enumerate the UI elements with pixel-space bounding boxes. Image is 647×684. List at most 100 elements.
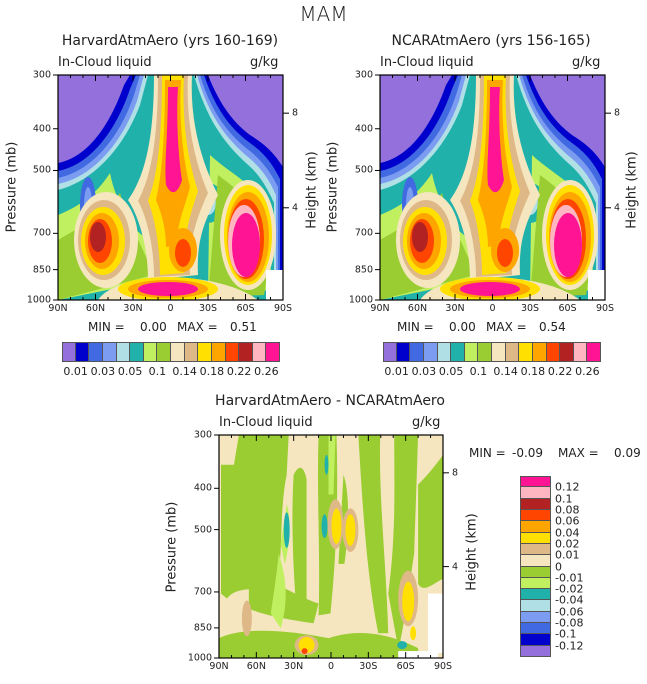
- x-tick-label: 90S: [595, 303, 615, 314]
- y-tick-label: 400: [354, 123, 373, 135]
- colorbar-label: 0.02: [555, 537, 580, 551]
- y-tick-label: 700: [354, 227, 373, 239]
- panel3-ylabel: Pressure (mb): [164, 501, 180, 593]
- panel2-min-label: MIN =: [397, 320, 434, 334]
- colorbar-swatch: [451, 342, 465, 362]
- colorbar-swatch: [520, 623, 551, 635]
- x-tick-label: 90N: [209, 661, 229, 672]
- x-tick-label: 60N: [85, 303, 106, 314]
- y-right-tick-label: 8: [292, 107, 299, 119]
- colorbar-swatch: [520, 611, 551, 624]
- colorbar-swatch: [520, 521, 551, 533]
- colorbar-swatch: [75, 342, 90, 362]
- panel1-ylabel: Pressure (mb): [4, 141, 20, 233]
- colorbar-swatch: [478, 342, 492, 362]
- panel2-colorbar: 0.01 0.03 0.05 0.1 0.14 0.18 0.22 0.26: [383, 342, 601, 378]
- colorbar-label: 0.14: [172, 365, 197, 378]
- colorbar-swatch: [383, 342, 397, 362]
- colorbar-swatch: [225, 342, 240, 362]
- colorbar-swatch: [520, 566, 551, 578]
- x-tick-label: 30N: [123, 303, 143, 314]
- y-tick-label: 850: [32, 264, 51, 276]
- y-tick-label: 850: [354, 264, 373, 276]
- panel2-variable: In-Cloud liquid: [380, 55, 474, 70]
- x-tick-label: 60N: [407, 303, 428, 314]
- colorbar-label: -0.12: [555, 639, 584, 653]
- colorbar-swatch: [505, 342, 520, 362]
- colorbar-swatch: [520, 509, 551, 522]
- colorbar-swatch: [437, 342, 452, 362]
- panel3-min-label: MIN =: [469, 446, 506, 460]
- x-tick-label: 30S: [359, 661, 378, 672]
- colorbar-swatch: [396, 342, 411, 362]
- colorbar-label: 0.04: [555, 526, 580, 540]
- colorbar-label: -0.01: [555, 571, 584, 585]
- panel1-ylabel-right: Height (km): [304, 151, 320, 229]
- y-right-tick-label: 8: [452, 467, 459, 479]
- colorbar-swatch: [520, 577, 551, 590]
- colorbar-label: -0.1: [555, 627, 577, 641]
- colorbar-swatch: [198, 342, 212, 362]
- colorbar-label: 0.12: [555, 480, 580, 494]
- panel2-contour-fill: [380, 75, 605, 301]
- colorbar-swatch: [520, 487, 551, 499]
- y-tick-label: 700: [193, 586, 212, 598]
- x-tick-label: 0: [327, 661, 335, 672]
- panel2-title: NCARAtmAero (yrs 156-165): [391, 33, 591, 49]
- colorbar-label: 0.1: [555, 492, 573, 506]
- y-tick-label: 300: [354, 69, 373, 81]
- colorbar-label: -0.04: [555, 593, 584, 607]
- figure-title: MAM: [299, 2, 348, 26]
- panel3-min: -0.09: [512, 446, 544, 460]
- colorbar-swatch: [520, 532, 551, 544]
- y-right-tick-label: 4: [292, 202, 299, 214]
- colorbar-label: 0.26: [254, 365, 279, 378]
- panel1-max: 0.51: [230, 320, 257, 334]
- colorbar-swatch: [62, 342, 76, 362]
- colorbar-swatch: [252, 342, 267, 362]
- x-tick-label: 60S: [558, 303, 577, 314]
- panel2-axes: [375, 74, 611, 301]
- colorbar-label: 0.08: [555, 503, 580, 517]
- y-tick-label: 700: [32, 227, 51, 239]
- panel1-colorbar: 0.01 0.03 0.05 0.1 0.14 0.18 0.22 0.26: [62, 342, 280, 378]
- panel1-min-label: MIN =: [88, 320, 125, 334]
- colorbar-swatch: [492, 342, 506, 362]
- colorbar-swatch: [520, 600, 551, 612]
- colorbar-swatch: [532, 342, 547, 362]
- colorbar-swatch: [587, 342, 601, 362]
- y-tick-label: 300: [32, 69, 51, 81]
- x-tick-label: 60N: [246, 661, 266, 672]
- colorbar-label: 0.03: [90, 365, 116, 378]
- colorbar-label: 0.18: [199, 365, 225, 378]
- colorbar-label: -0.08: [555, 616, 584, 630]
- colorbar-swatch: [143, 342, 158, 362]
- colorbar-label: 0.05: [117, 365, 143, 378]
- colorbar-swatch: [239, 342, 253, 362]
- panel3-max-label: MAX =: [558, 446, 599, 460]
- colorbar-swatch: [520, 498, 551, 510]
- x-tick-label: 30S: [520, 303, 540, 314]
- panel2-ylabel-right: Height (km): [624, 151, 640, 229]
- colorbar-label: -0.06: [555, 605, 584, 619]
- colorbar-label: 0.05: [438, 365, 464, 378]
- y-right-tick-label: 8: [614, 107, 621, 119]
- colorbar-label: 0.06: [555, 514, 580, 528]
- panel1-contour-fill: [58, 75, 283, 301]
- y-tick-label: 500: [354, 164, 373, 176]
- y-tick-label: 500: [32, 164, 51, 176]
- colorbar-swatch: [171, 342, 185, 362]
- colorbar-swatch: [184, 342, 199, 362]
- panel1-units: g/kg: [250, 55, 279, 70]
- y-tick-label: 850: [193, 622, 212, 634]
- colorbar-label: 0.14: [493, 365, 518, 378]
- panel1-variable: In-Cloud liquid: [58, 55, 152, 70]
- colorbar-label: 0.18: [520, 365, 546, 378]
- colorbar-label: -0.02: [555, 582, 584, 596]
- colorbar-swatch: [520, 543, 551, 556]
- colorbar-swatch: [520, 634, 551, 646]
- colorbar-swatch: [519, 342, 533, 362]
- panel1-contour-plot: [53, 74, 289, 301]
- panel1-min: 0.00: [140, 320, 167, 334]
- x-tick-label: 90N: [48, 303, 68, 314]
